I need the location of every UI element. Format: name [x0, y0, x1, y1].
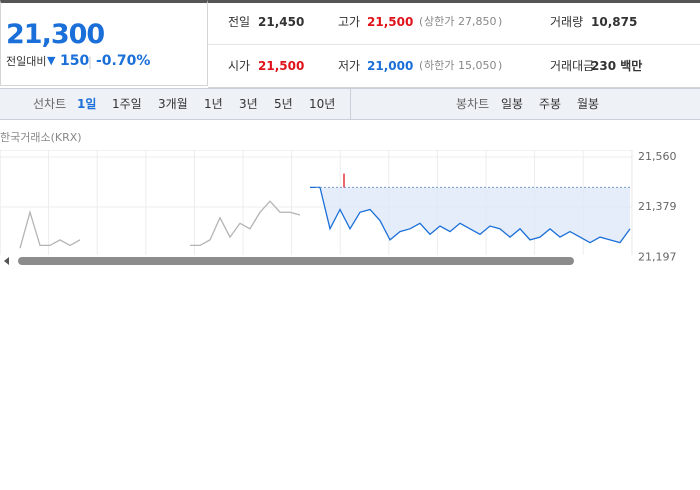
stat-value: 230 백만 [591, 59, 643, 73]
tab[interactable]: 5년 [274, 97, 293, 111]
change: 150 [60, 53, 90, 69]
tab[interactable]: 주봉 [539, 97, 562, 111]
stat-label: 시가 [228, 59, 251, 73]
limit-paren: ) [498, 59, 503, 72]
scroll-arrow[interactable] [4, 257, 9, 265]
tab-group-label: 선차트 [33, 97, 67, 111]
tab[interactable]: 일봉 [501, 97, 524, 111]
limit-label: 상한가 [424, 15, 455, 28]
price-line [19, 209, 81, 249]
limit-label: 하한가 [424, 59, 455, 72]
chart: 21,560 21,379 21,197 [0, 150, 677, 265]
stat-label: 고가 [338, 15, 361, 29]
price-box [0, 0, 208, 86]
stat-label: 거래량 [550, 15, 584, 29]
y-tick-label: 21,379 [638, 200, 677, 213]
separator: | [88, 55, 93, 69]
change-pct: -0.70% [96, 53, 151, 69]
tab[interactable]: 3개월 [158, 97, 188, 111]
price-line [310, 186, 631, 244]
stat-value: 21,500 [367, 15, 414, 29]
tab[interactable]: 1주일 [112, 97, 142, 111]
limit-value: 15,050 [458, 59, 497, 72]
stats-box [208, 0, 700, 88]
tab[interactable]: 월봉 [577, 97, 600, 111]
stat-value: 21,500 [258, 59, 305, 73]
tab-group-label: 봉차트 [456, 97, 490, 111]
y-tick-label: 21,197 [638, 250, 677, 263]
source: 한국거래소(KRX) [0, 131, 82, 144]
stat-value: 21,450 [258, 15, 305, 29]
tab[interactable]: 3년 [239, 97, 258, 111]
down-arrow: ▼ [47, 54, 56, 67]
y-tick-label: 21,560 [638, 150, 677, 163]
tab[interactable]: 1년 [204, 97, 223, 111]
scroll-thumb[interactable] [18, 257, 574, 265]
stat-label: 전일 [228, 15, 251, 29]
stat-value: 21,000 [367, 59, 414, 73]
limit-paren: ( [419, 59, 424, 72]
price: 21,300 [6, 19, 105, 50]
price-line [190, 200, 301, 247]
limit-value: 27,850 [458, 15, 497, 28]
stat-label: 저가 [338, 59, 361, 73]
limit-paren: ) [498, 15, 503, 28]
limit-paren: ( [419, 15, 424, 28]
stat-value: 10,875 [591, 15, 638, 29]
change-label: 전일대비 [6, 55, 47, 68]
tab-divider [350, 88, 351, 120]
row-divider [208, 44, 700, 45]
stat-label: 거래대금 [550, 59, 595, 73]
tab[interactable]: 10년 [309, 97, 336, 111]
tab[interactable]: 1일 [77, 97, 97, 111]
